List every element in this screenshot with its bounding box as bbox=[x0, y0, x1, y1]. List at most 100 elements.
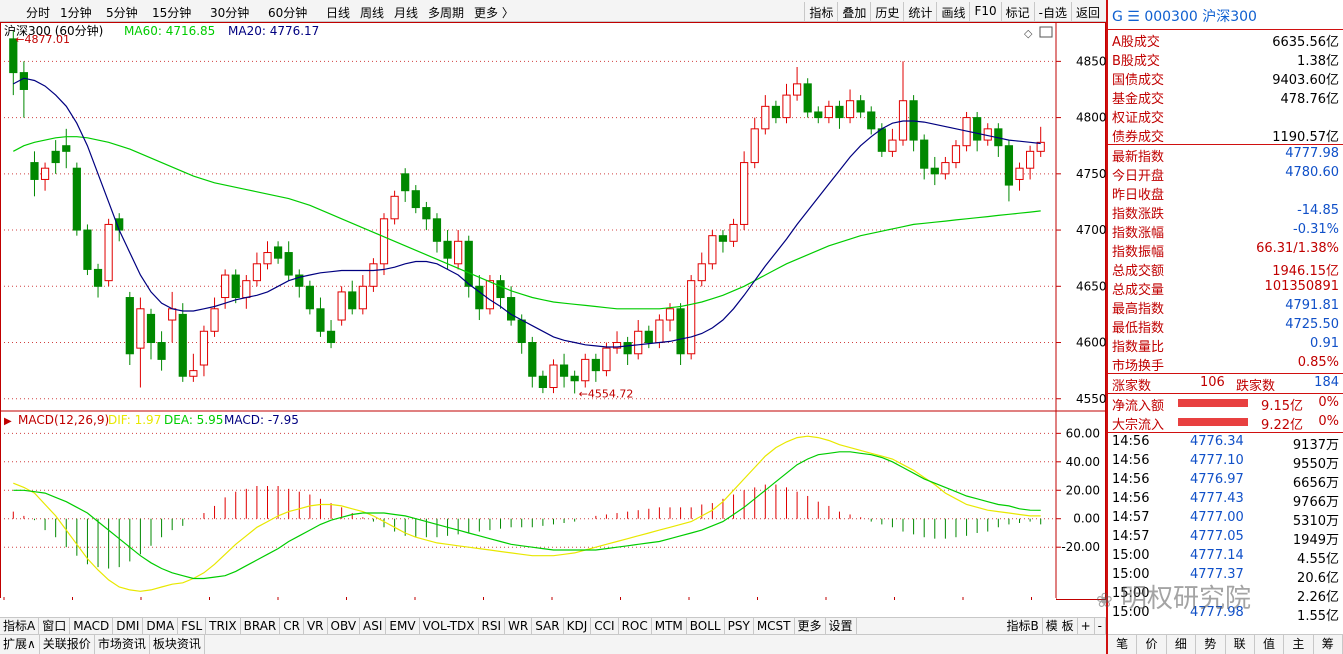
period-tab-3[interactable]: 15分钟 bbox=[152, 6, 192, 20]
candle-body bbox=[390, 195, 399, 220]
indicator-tab-26[interactable]: 指标B bbox=[1004, 618, 1043, 634]
indicator-tab-2[interactable]: MACD bbox=[70, 618, 114, 634]
indicator-tab-3[interactable]: DMI bbox=[113, 618, 144, 634]
up-count-label: 涨家数 bbox=[1112, 379, 1152, 394]
market-label: 国债成交 bbox=[1112, 73, 1165, 88]
tick-volume: 6656万 bbox=[1292, 476, 1339, 491]
indicator-tab-1[interactable]: 窗口 bbox=[39, 618, 71, 634]
indicator-tab-29[interactable]: - bbox=[1095, 618, 1106, 634]
toolbar-button-7[interactable]: -自选 bbox=[1033, 2, 1071, 23]
indicator-tab-18[interactable]: CCI bbox=[591, 618, 619, 634]
y-tick-label-6: 4550 bbox=[1076, 392, 1106, 406]
market-value: 1.38亿 bbox=[1297, 54, 1339, 69]
indicator-tab-14[interactable]: RSI bbox=[479, 618, 506, 634]
period-tab-4[interactable]: 30分钟 bbox=[210, 6, 250, 20]
indicator-tab-17[interactable]: KDJ bbox=[564, 618, 592, 634]
tick-row-5: 14:57 4777.05 1949万 bbox=[1108, 528, 1343, 548]
panel-tab-0[interactable]: 笔 bbox=[1108, 635, 1138, 654]
period-tab-0[interactable]: 分时 bbox=[26, 6, 51, 20]
indicator-tab-9[interactable]: VR bbox=[304, 618, 328, 634]
toolbar-button-6[interactable]: 标记 bbox=[1000, 2, 1034, 23]
period-tab-1[interactable]: 1分钟 bbox=[60, 6, 92, 20]
panel-tab-7[interactable]: 筹 bbox=[1314, 635, 1343, 654]
panel-tab-5[interactable]: 值 bbox=[1255, 635, 1285, 654]
indicator-tab-13[interactable]: VOL-TDX bbox=[420, 618, 479, 634]
quote-label: 指数量比 bbox=[1112, 340, 1165, 355]
market-row-4: 权证成交 bbox=[1108, 106, 1343, 126]
candle-body bbox=[761, 105, 770, 130]
period-tab-8[interactable]: 月线 bbox=[394, 6, 419, 20]
indicator-tab-0[interactable]: 指标A bbox=[0, 618, 40, 634]
candle-body bbox=[422, 207, 431, 220]
expand-icon: ▶ bbox=[4, 416, 12, 427]
indicator-tab-24[interactable]: 更多 bbox=[795, 618, 826, 634]
panel-tab-1[interactable]: 价 bbox=[1137, 635, 1167, 654]
candle-body bbox=[136, 308, 145, 349]
indicator-tab-12[interactable]: EMV bbox=[386, 618, 420, 634]
menu-icon[interactable]: G ☰ bbox=[1112, 9, 1140, 25]
panel-tab-3[interactable]: 势 bbox=[1196, 635, 1226, 654]
candle-body bbox=[835, 105, 844, 119]
panel-tab-2[interactable]: 细 bbox=[1167, 635, 1197, 654]
candle-body bbox=[72, 167, 81, 231]
extension-tab-1[interactable]: 关联报价 bbox=[40, 635, 95, 654]
indicator-tab-27[interactable]: 模 板 bbox=[1043, 618, 1078, 634]
panel-tab-4[interactable]: 联 bbox=[1226, 635, 1255, 654]
quote-value: 4780.60 bbox=[1285, 165, 1339, 180]
quote-label: 指数涨幅 bbox=[1112, 226, 1165, 241]
x-axis-band bbox=[0, 598, 1056, 600]
panel-tab-6[interactable]: 主 bbox=[1284, 635, 1314, 654]
chart-area[interactable]: ←4877.01 ←4554.72 4850 4800 4750 4700 4650 460… bbox=[0, 22, 1106, 600]
tick-row-8: 15:00 2.26亿 bbox=[1108, 585, 1343, 605]
candle-body bbox=[581, 358, 590, 382]
toolbar-button-1[interactable]: 叠加 bbox=[837, 2, 870, 23]
quote-row-11: 市场换手 0.85% bbox=[1108, 354, 1343, 374]
macd-y-axis: 60.00 40.00 20.00 0.00 -20.00 bbox=[1056, 426, 1100, 554]
indicator-tab-6[interactable]: TRIX bbox=[206, 618, 241, 634]
toolbar-button-0[interactable]: 指标 bbox=[804, 2, 837, 23]
period-tab-10[interactable]: 更多 〉 bbox=[474, 6, 514, 20]
toolbar-button-4[interactable]: 画线 bbox=[936, 2, 969, 23]
indicator-tab-10[interactable]: OBV bbox=[328, 618, 361, 634]
flow-label: 大宗流入 bbox=[1112, 418, 1165, 433]
market-value: 478.76亿 bbox=[1280, 92, 1340, 107]
tick-time: 15:00 bbox=[1112, 586, 1150, 601]
indicator-tab-22[interactable]: PSY bbox=[725, 618, 754, 634]
period-tab-9[interactable]: 多周期 bbox=[428, 6, 465, 20]
indicator-tab-19[interactable]: ROC bbox=[619, 618, 652, 634]
tick-volume: 9550万 bbox=[1292, 457, 1339, 472]
indicator-tab-11[interactable]: ASI bbox=[360, 618, 387, 634]
indicator-tab-16[interactable]: SAR bbox=[532, 618, 564, 634]
indicator-tab-28[interactable]: + bbox=[1078, 618, 1095, 634]
indicator-tab-7[interactable]: BRAR bbox=[241, 618, 281, 634]
candle-body bbox=[528, 342, 537, 377]
period-tab-2[interactable]: 5分钟 bbox=[106, 6, 138, 20]
indicator-tab-25[interactable]: 设置 bbox=[826, 618, 857, 634]
toolbar-button-3[interactable]: 统计 bbox=[903, 2, 936, 23]
indicator-tab-4[interactable]: DMA bbox=[143, 618, 179, 634]
indicator-tab-21[interactable]: BOLL bbox=[687, 618, 725, 634]
period-tab-6[interactable]: 日线 bbox=[326, 6, 351, 20]
candle-body bbox=[814, 111, 823, 119]
indicator-tab-23[interactable]: MCST bbox=[754, 618, 795, 634]
candle-body bbox=[316, 308, 325, 332]
toolbar-button-8[interactable]: 返回 bbox=[1070, 2, 1104, 23]
indicator-tab-15[interactable]: WR bbox=[505, 618, 533, 634]
flow-percent: 0% bbox=[1318, 414, 1339, 429]
extension-tab-3[interactable]: 板块资讯 bbox=[150, 635, 205, 654]
quote-value: 0.91 bbox=[1310, 336, 1339, 351]
market-label: 权证成交 bbox=[1112, 111, 1165, 126]
period-tab-7[interactable]: 周线 bbox=[360, 6, 385, 20]
indicator-tab-5[interactable]: FSL bbox=[178, 618, 207, 634]
extension-tab-0[interactable]: 扩展∧ bbox=[0, 635, 40, 654]
period-tab-5[interactable]: 60分钟 bbox=[268, 6, 308, 20]
candle-body bbox=[803, 83, 812, 113]
extension-tab-2[interactable]: 市场资讯 bbox=[95, 635, 150, 654]
toolbar-button-5[interactable]: F10 bbox=[969, 2, 1000, 23]
indicator-tab-20[interactable]: MTM bbox=[652, 618, 687, 634]
indicator-tab-8[interactable]: CR bbox=[280, 618, 304, 634]
tick-volume: 9766万 bbox=[1292, 495, 1339, 510]
market-label: B股成交 bbox=[1112, 54, 1160, 69]
toolbar-button-2[interactable]: 历史 bbox=[870, 2, 903, 23]
candle-body bbox=[305, 285, 314, 310]
